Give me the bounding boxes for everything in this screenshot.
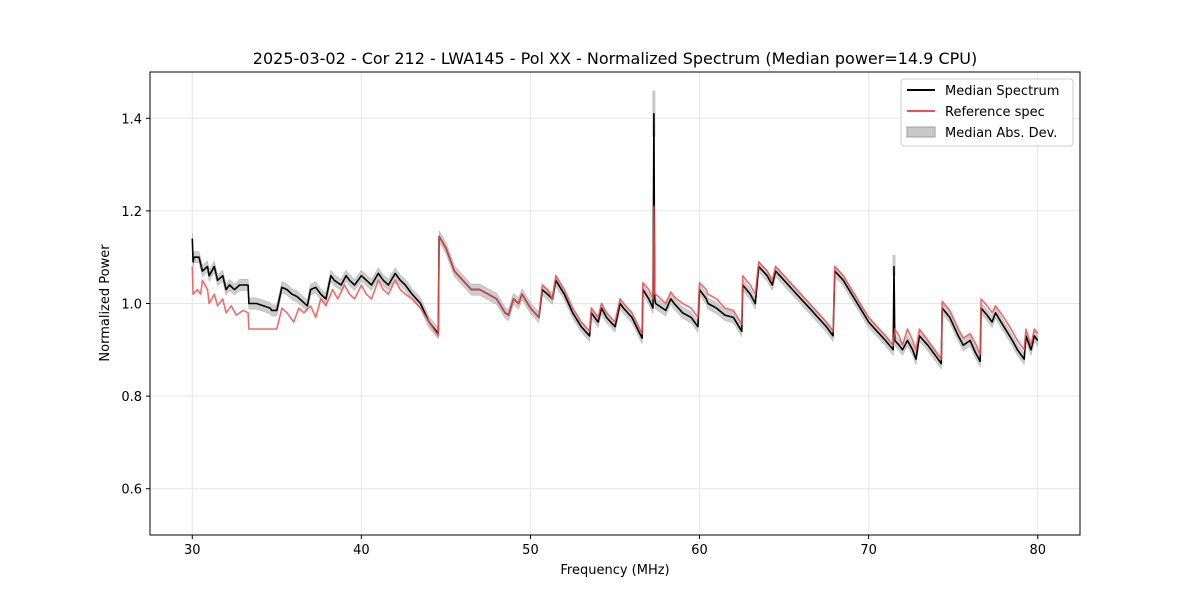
x-tick-label: 30 [184, 543, 201, 558]
x-axis-title: Frequency (MHz) [560, 563, 669, 578]
y-tick-label: 1.4 [121, 112, 142, 127]
reference-spectrum-line [191, 205, 1039, 360]
x-tick-label: 80 [1029, 543, 1046, 558]
legend-reference-label: Reference spec [945, 105, 1045, 120]
legend-box [900, 78, 1074, 147]
x-tick-label: 40 [353, 543, 370, 558]
x-tick-label: 50 [522, 543, 539, 558]
legend-mad-label: Median Abs. Dev. [945, 126, 1057, 141]
series-lines [191, 112, 1039, 365]
legend: Median Spectrum Reference spec Median Ab… [900, 78, 1074, 147]
axis-ticks: 30 40 50 60 70 80 0.6 0.8 1.0 1.2 1.4 [121, 112, 1046, 558]
median-spectrum-line [191, 112, 1039, 365]
y-tick-label: 1.0 [121, 298, 142, 313]
legend-median-label: Median Spectrum [945, 84, 1059, 99]
y-axis-title: Normalized Power [98, 244, 113, 362]
x-tick-label: 60 [691, 543, 708, 558]
y-tick-label: 0.6 [121, 483, 142, 498]
y-tick-label: 1.2 [121, 205, 142, 220]
mad-spike [892, 254, 896, 276]
x-tick-label: 70 [860, 543, 877, 558]
y-tick-label: 0.8 [121, 390, 142, 405]
chart-title: 2025-03-02 - Cor 212 - LWA145 - Pol XX -… [253, 49, 977, 68]
legend-mad-swatch [906, 126, 936, 138]
